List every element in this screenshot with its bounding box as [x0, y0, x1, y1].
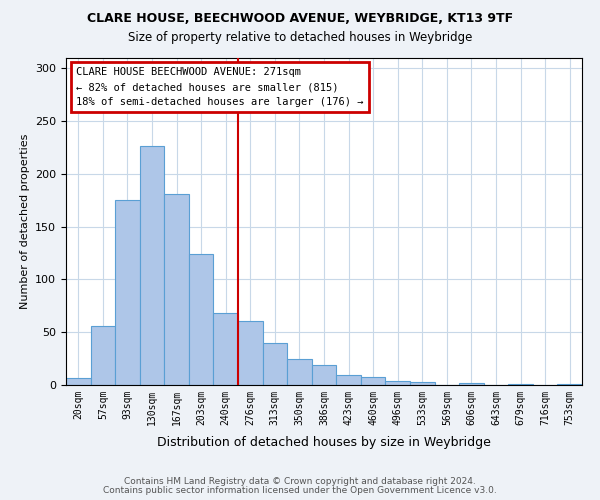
- Y-axis label: Number of detached properties: Number of detached properties: [20, 134, 29, 309]
- Bar: [263, 342, 287, 385]
- Bar: [336, 376, 361, 385]
- Bar: [410, 382, 434, 385]
- Bar: [189, 254, 214, 385]
- Text: Contains public sector information licensed under the Open Government Licence v3: Contains public sector information licen…: [103, 486, 497, 495]
- Bar: [361, 376, 385, 385]
- Bar: [91, 326, 115, 385]
- Bar: [312, 365, 336, 385]
- Text: CLARE HOUSE, BEECHWOOD AVENUE, WEYBRIDGE, KT13 9TF: CLARE HOUSE, BEECHWOOD AVENUE, WEYBRIDGE…: [87, 12, 513, 26]
- Bar: [459, 383, 484, 385]
- Bar: [66, 378, 91, 385]
- Bar: [214, 313, 238, 385]
- Bar: [140, 146, 164, 385]
- Bar: [508, 384, 533, 385]
- Text: Contains HM Land Registry data © Crown copyright and database right 2024.: Contains HM Land Registry data © Crown c…: [124, 477, 476, 486]
- Bar: [238, 320, 263, 385]
- Text: CLARE HOUSE BEECHWOOD AVENUE: 271sqm
← 82% of detached houses are smaller (815)
: CLARE HOUSE BEECHWOOD AVENUE: 271sqm ← 8…: [76, 68, 364, 107]
- Bar: [115, 200, 140, 385]
- Bar: [164, 194, 189, 385]
- X-axis label: Distribution of detached houses by size in Weybridge: Distribution of detached houses by size …: [157, 436, 491, 449]
- Text: Size of property relative to detached houses in Weybridge: Size of property relative to detached ho…: [128, 31, 472, 44]
- Bar: [557, 384, 582, 385]
- Bar: [287, 358, 312, 385]
- Bar: [385, 381, 410, 385]
